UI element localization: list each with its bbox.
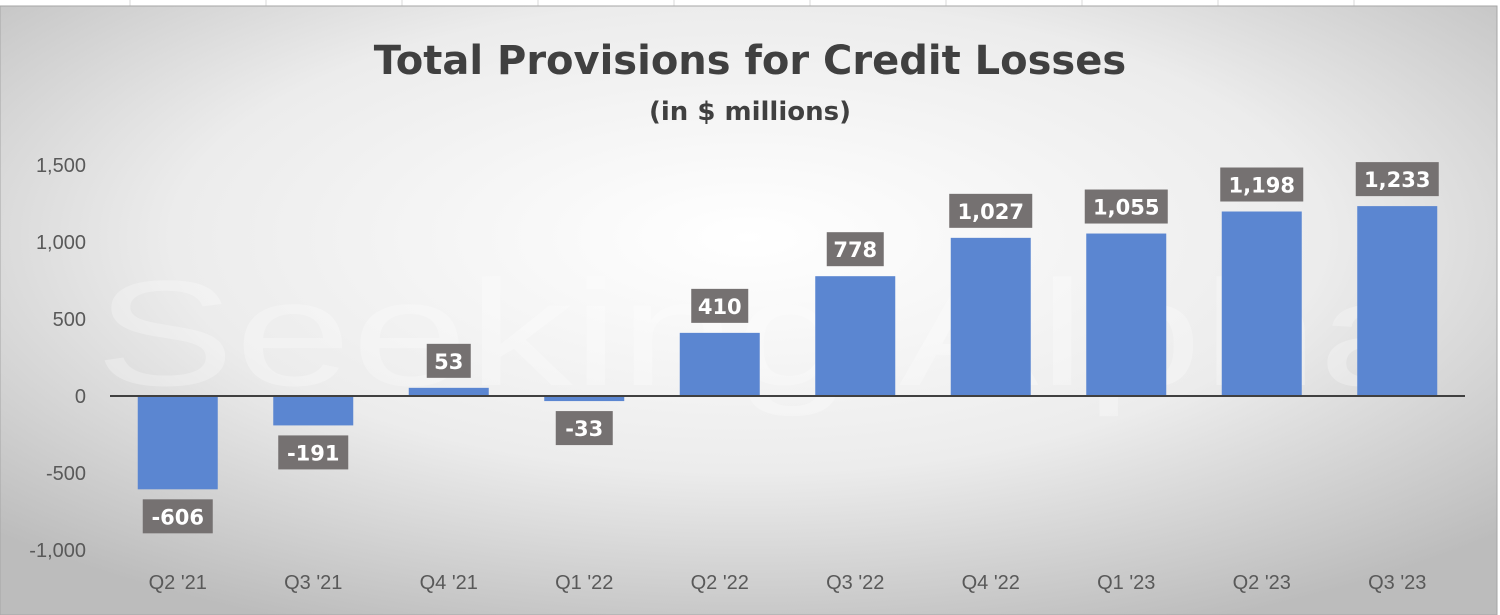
top-ruler-strip xyxy=(0,0,1500,6)
data-label-box xyxy=(142,499,213,534)
x-tick-label: Q2 '21 xyxy=(149,572,207,594)
data-labels: -606 -191 53 -33 410 778 1,027 1,055 1,198 1,233 xyxy=(142,162,1439,534)
bar xyxy=(273,396,354,426)
bar-series xyxy=(137,206,1438,490)
bar xyxy=(544,396,625,402)
y-tick-label: 0 xyxy=(75,386,86,408)
data-label-box xyxy=(826,232,884,267)
data-label-box xyxy=(1084,189,1168,224)
watermark: Seeking Alpha xyxy=(95,249,1436,417)
data-label-box xyxy=(278,435,349,470)
data-label-box xyxy=(1220,167,1304,202)
x-tick-label: Q3 '21 xyxy=(284,572,342,594)
x-tick-label: Q4 '22 xyxy=(962,572,1020,594)
top-ruler-ticks xyxy=(129,0,1355,6)
data-label: -33 xyxy=(565,417,603,441)
chart-title: Total Provisions for Credit Losses xyxy=(374,38,1126,84)
data-label-box xyxy=(691,288,749,323)
x-tick-label: Q1 '23 xyxy=(1097,572,1155,594)
x-tick-label: Q1 '22 xyxy=(555,572,613,594)
data-label-box xyxy=(949,193,1033,228)
bar xyxy=(137,396,218,490)
data-label: 410 xyxy=(698,295,742,319)
bar xyxy=(950,237,1031,396)
bar xyxy=(1086,233,1167,396)
y-tick-label: 1,000 xyxy=(36,232,86,254)
data-label: 1,055 xyxy=(1093,196,1159,220)
data-label: 778 xyxy=(833,238,877,262)
watermark-text: Seeking Alpha xyxy=(95,249,1436,417)
bar xyxy=(815,276,896,396)
data-label: 53 xyxy=(434,350,463,374)
x-tick-label: Q2 '22 xyxy=(691,572,749,594)
data-label: 1,233 xyxy=(1364,168,1430,192)
x-tick-label: Q4 '21 xyxy=(420,572,478,594)
bar xyxy=(1221,211,1302,396)
data-label: -191 xyxy=(287,441,340,465)
data-label-box xyxy=(426,343,471,378)
x-tick-label: Q3 '22 xyxy=(826,572,884,594)
y-axis-ticks: -1,000 -500 0 500 1,000 1,500 xyxy=(29,155,86,562)
bar xyxy=(408,387,489,396)
y-tick-label: 500 xyxy=(53,309,86,331)
bar xyxy=(679,332,760,396)
data-label: 1,198 xyxy=(1229,174,1295,198)
data-label: 1,027 xyxy=(958,200,1024,224)
data-label-box xyxy=(1355,162,1439,197)
bar xyxy=(1357,206,1438,396)
y-tick-label: -1,000 xyxy=(29,540,86,562)
data-label: -606 xyxy=(151,505,204,529)
x-tick-label: Q2 '23 xyxy=(1233,572,1291,594)
x-axis-ticks: Q2 '21 Q3 '21 Q4 '21 Q1 '22 Q2 '22 Q3 '22 Q4 '… xyxy=(149,572,1427,594)
y-tick-label: -500 xyxy=(46,463,86,485)
chart-subtitle: (in $ millions) xyxy=(649,97,851,127)
y-tick-label: 1,500 xyxy=(36,155,86,177)
data-label-box xyxy=(555,411,613,446)
x-tick-label: Q3 '23 xyxy=(1368,572,1426,594)
